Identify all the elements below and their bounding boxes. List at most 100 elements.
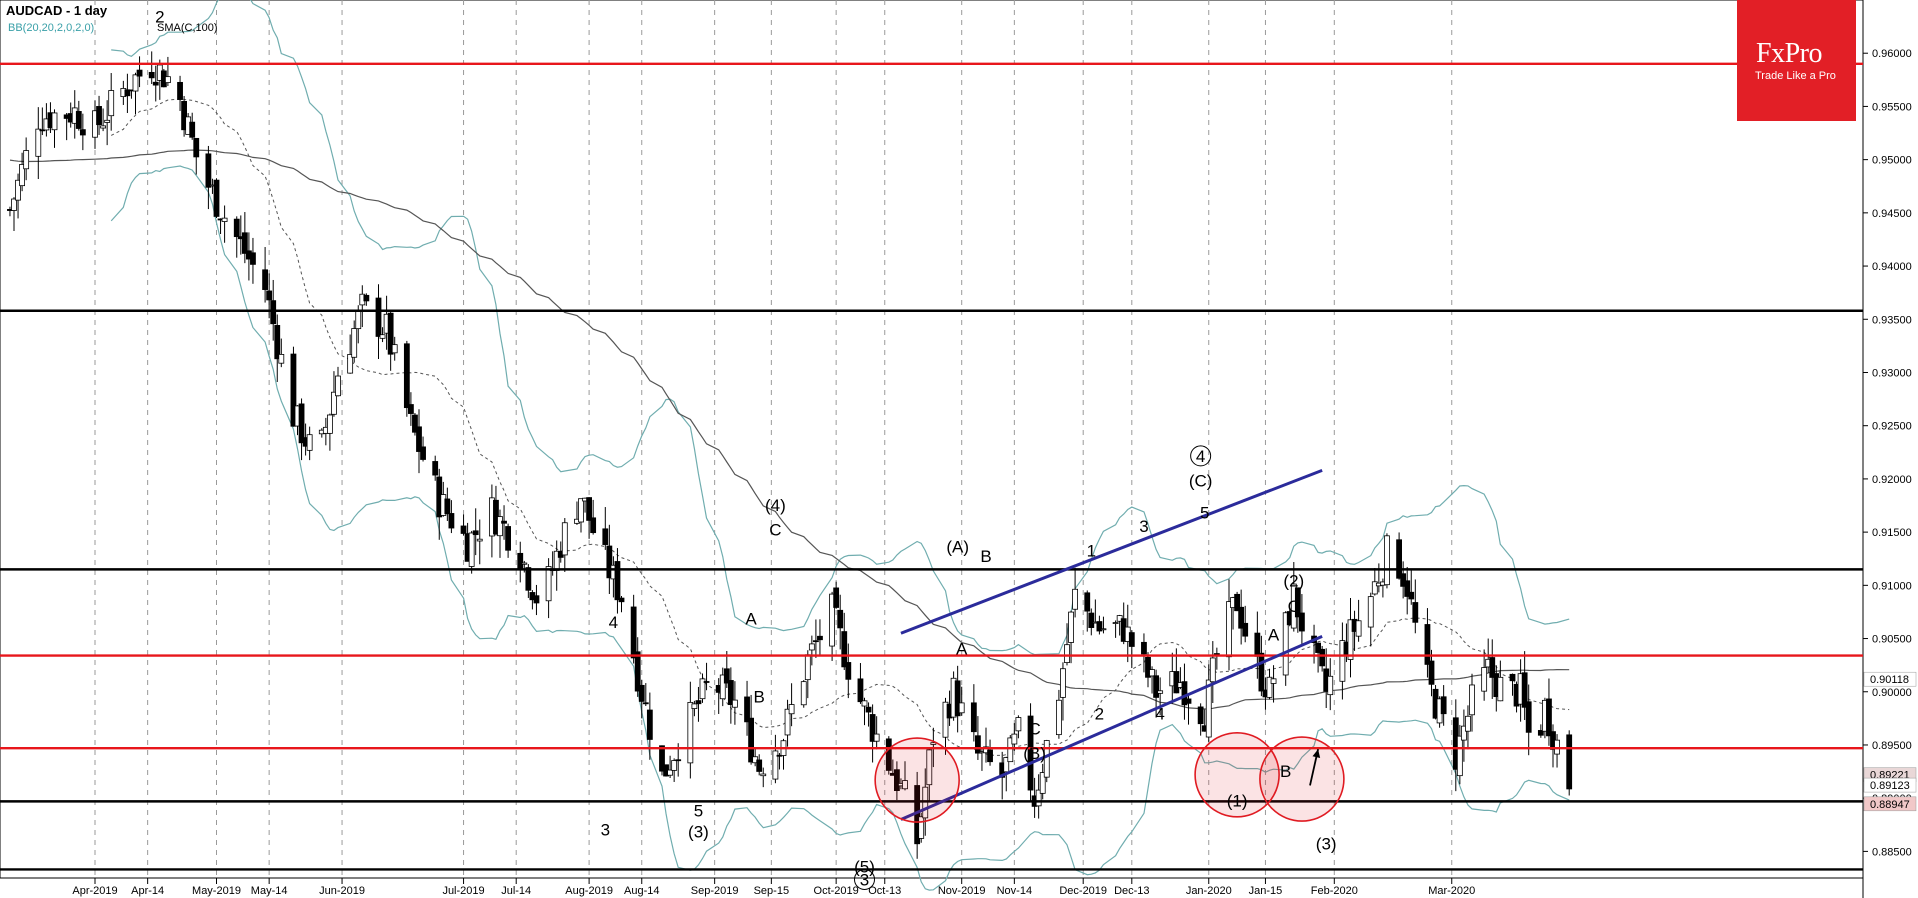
candle-body xyxy=(533,595,540,604)
x-tick-label: Aug-2019 xyxy=(565,885,613,897)
candle-body xyxy=(975,735,981,754)
wave-label: C xyxy=(769,520,781,539)
candle-body xyxy=(132,74,139,92)
candle-body xyxy=(181,100,188,131)
logo-tagline: Trade Like a Pro xyxy=(1755,70,1836,82)
wave-label: 3 xyxy=(601,820,610,839)
candle-body xyxy=(1412,602,1419,623)
candle-body xyxy=(784,708,791,736)
wave-label: C xyxy=(1028,719,1040,738)
candle-body xyxy=(1072,588,1078,610)
candle-body xyxy=(1088,612,1095,628)
candle-body xyxy=(1525,701,1532,733)
candle-body xyxy=(1294,587,1301,618)
candle-body xyxy=(1428,660,1435,685)
candle-body xyxy=(15,179,21,201)
x-tick-label: Sep-2019 xyxy=(691,885,739,897)
wave-label: 1 xyxy=(1087,542,1096,561)
wave-label: (2) xyxy=(1283,571,1304,590)
candle-body xyxy=(1347,619,1354,660)
candle-body xyxy=(1367,596,1374,628)
candle-body xyxy=(213,179,220,217)
candle-body xyxy=(351,328,358,358)
candle-body xyxy=(497,516,503,537)
candle-body xyxy=(1400,573,1407,587)
bb-middle xyxy=(110,98,1570,757)
candle-body xyxy=(833,587,840,608)
candle-body xyxy=(800,681,807,706)
candle-body xyxy=(772,750,779,780)
x-tick-label: Apr-2019 xyxy=(72,885,117,897)
wave-label: A xyxy=(1268,626,1280,645)
candle-body xyxy=(1242,622,1249,637)
x-tick-label: Jul-14 xyxy=(501,885,531,897)
candle-body xyxy=(837,609,844,629)
candle-body xyxy=(448,513,455,529)
candle-body xyxy=(517,552,524,571)
candle-body xyxy=(460,525,467,534)
candle-body xyxy=(96,106,102,126)
candle-body xyxy=(545,566,552,602)
x-tick-label: May-14 xyxy=(251,885,288,897)
candle-body xyxy=(634,651,641,692)
logo-brand: FxPro xyxy=(1756,38,1822,69)
y-tick-label: 0.94500 xyxy=(1872,208,1912,220)
candle-body xyxy=(1327,675,1334,696)
candle-body xyxy=(1424,624,1431,665)
candle-body xyxy=(723,668,730,684)
y-tick-label: 0.92500 xyxy=(1872,421,1912,433)
wave-label: 5 xyxy=(694,801,703,820)
candle-body xyxy=(1546,698,1552,737)
candle-body xyxy=(695,700,702,705)
candle-body xyxy=(869,714,876,742)
y-tick-label: 0.95500 xyxy=(1872,101,1912,113)
candle-body xyxy=(1465,715,1471,732)
highlight-circle xyxy=(874,737,960,823)
candle-body xyxy=(152,81,159,86)
candle-body xyxy=(841,631,848,668)
y-tick-label: 0.96000 xyxy=(1872,48,1912,60)
candle-body xyxy=(177,81,183,100)
y-tick-label: 0.88500 xyxy=(1872,846,1912,858)
x-tick-label: Nov-2019 xyxy=(938,885,986,897)
candle-body xyxy=(703,681,710,683)
sma-100 xyxy=(9,149,1570,710)
candle-body xyxy=(1064,644,1070,663)
price-label-box xyxy=(1863,796,1917,812)
wave-label: A xyxy=(745,610,757,629)
candle-body xyxy=(1197,706,1204,725)
candle-body xyxy=(270,300,277,325)
candle-body xyxy=(412,414,418,433)
wave-label: (A) xyxy=(946,537,969,556)
candle-body xyxy=(205,153,212,188)
candle-body xyxy=(1039,772,1046,794)
x-tick-label: Oct-13 xyxy=(868,885,901,897)
candle-body xyxy=(926,749,933,786)
highlight-circle xyxy=(1194,731,1280,818)
candle-body xyxy=(444,498,451,515)
candle-body xyxy=(100,125,106,129)
candle-body xyxy=(602,528,609,545)
candle-body xyxy=(873,733,880,742)
axes: Apr-2019 Apr-14 May-2019 May-14 Jun-2019 Jul-… xyxy=(72,48,1911,897)
highlight-circles xyxy=(874,731,1345,823)
candle-body xyxy=(1481,667,1488,692)
y-tick-label: 0.90000 xyxy=(1872,687,1912,699)
wave-label: (C) xyxy=(1189,471,1213,490)
candle-body xyxy=(278,354,285,364)
candle-body xyxy=(1319,648,1326,667)
candle-body xyxy=(266,290,273,301)
candle-body xyxy=(744,696,750,723)
bollinger-label: BB(20,20,2,0,2,0) xyxy=(8,22,95,34)
candle-body xyxy=(1315,642,1321,653)
fxpro-logo[interactable]: FxPro Trade Like a Pro xyxy=(1737,0,1856,121)
candle-body xyxy=(1084,592,1091,612)
candle-body xyxy=(11,198,17,211)
candle-body xyxy=(1238,606,1245,629)
x-tick-label: Aug-14 xyxy=(624,885,659,897)
candle-body xyxy=(1068,611,1074,643)
x-tick-label: Nov-14 xyxy=(997,885,1032,897)
candle-body xyxy=(861,700,868,707)
candle-body xyxy=(355,310,362,330)
